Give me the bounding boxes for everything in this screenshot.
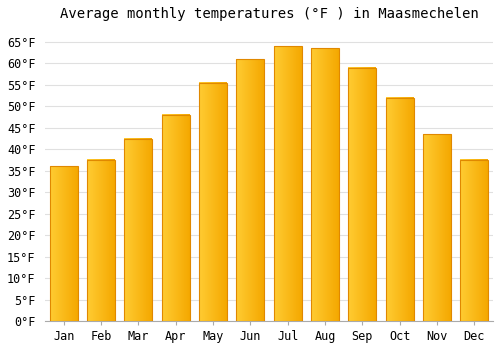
Bar	[50, 167, 78, 321]
Bar	[236, 59, 264, 321]
Bar	[274, 46, 302, 321]
Bar	[423, 134, 451, 321]
Bar	[199, 83, 227, 321]
Bar	[460, 160, 488, 321]
Bar	[348, 68, 376, 321]
Title: Average monthly temperatures (°F ) in Maasmechelen: Average monthly temperatures (°F ) in Ma…	[60, 7, 478, 21]
Bar	[162, 115, 190, 321]
Bar	[124, 139, 152, 321]
Bar	[311, 48, 339, 321]
Bar	[87, 160, 115, 321]
Bar	[386, 98, 413, 321]
